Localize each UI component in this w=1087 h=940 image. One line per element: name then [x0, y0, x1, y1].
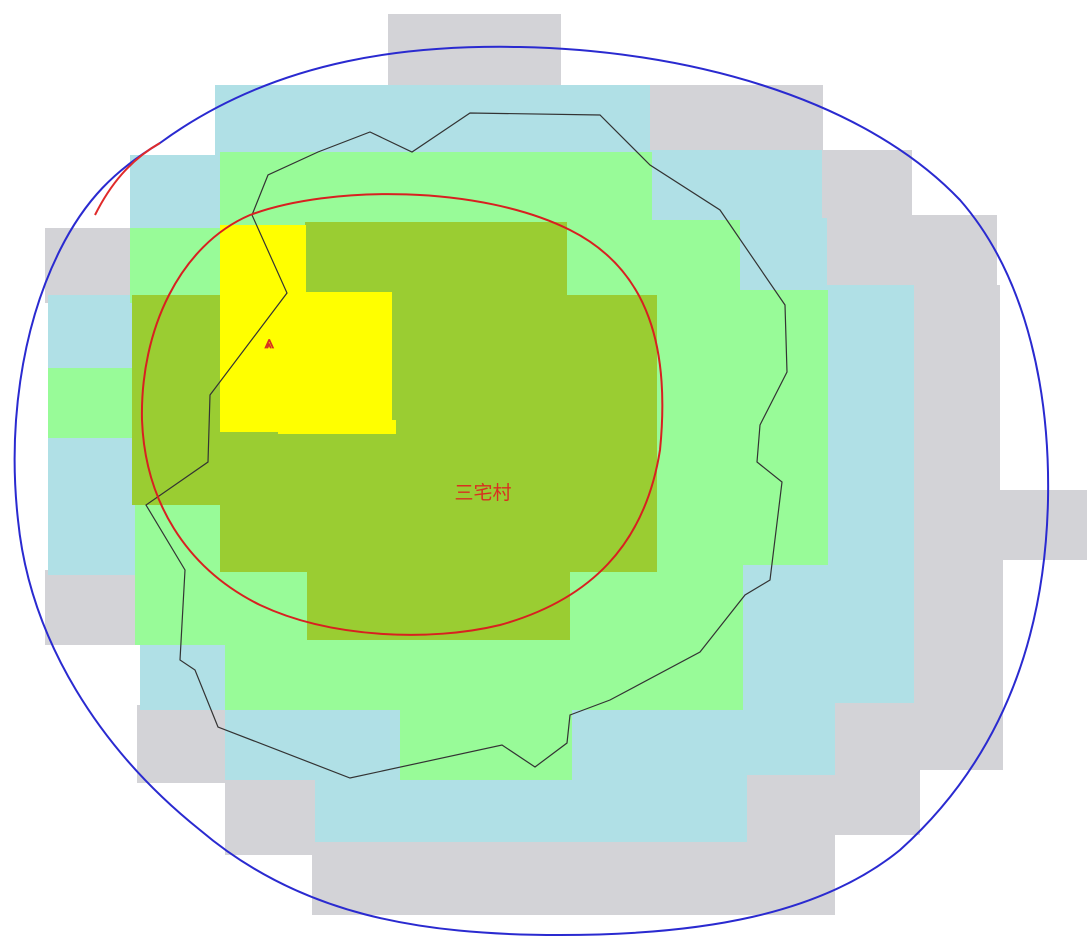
zone-3 [48, 152, 828, 780]
zone-2 [132, 222, 657, 640]
coastline [145, 112, 788, 779]
inner-boundary-line [140, 193, 664, 636]
outer-boundary-line [13, 45, 1050, 937]
summit-triangle-icon: ⩓ [263, 333, 274, 353]
zone-1 [220, 225, 396, 434]
place-label: 三宅村 [454, 482, 511, 504]
zone-4 [48, 85, 914, 842]
outer-boundary-red-segment [94, 142, 161, 216]
